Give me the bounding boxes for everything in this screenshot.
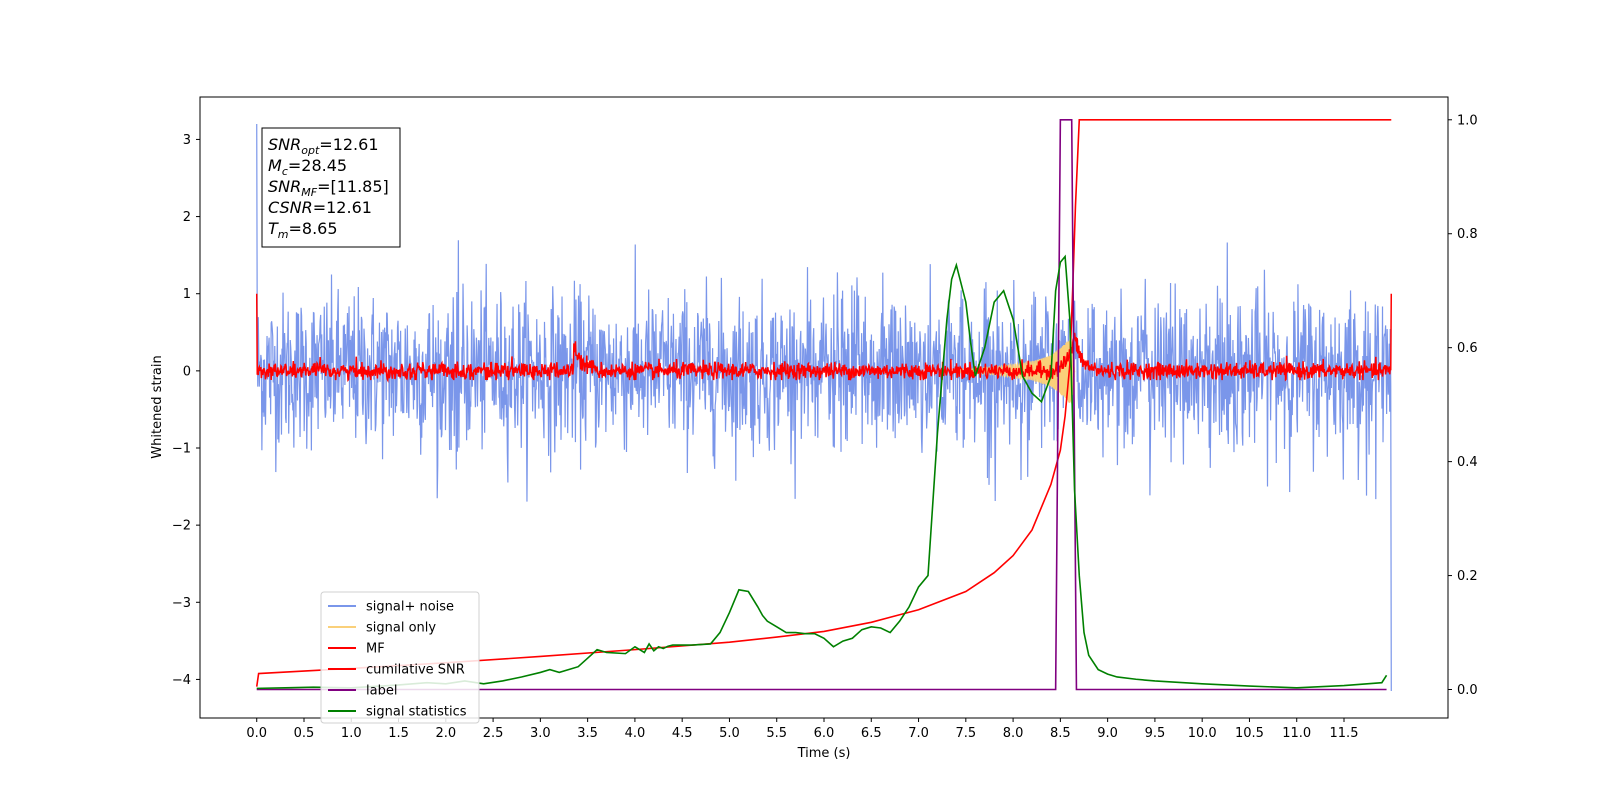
x-tick-label: 0.0: [246, 726, 267, 741]
x-tick-label: 8.0: [1003, 726, 1024, 741]
x-tick-label: 4.5: [672, 726, 693, 741]
series-mf: [255, 293, 1393, 383]
x-tick-label: 0.5: [294, 726, 315, 741]
x-tick-label: 7.0: [908, 726, 929, 741]
x-tick-label: 9.5: [1145, 726, 1166, 741]
x-tick-label: 10.5: [1235, 726, 1264, 741]
x-tick-label: 8.5: [1050, 726, 1071, 741]
y-tick-label: 0: [183, 364, 191, 379]
legend-entry: signal+ noise: [366, 600, 454, 615]
annotation-tm: Tm=8.65: [268, 219, 338, 241]
x-tick-label: 1.0: [341, 726, 362, 741]
x-tick-label: 6.5: [861, 726, 882, 741]
y2-tick-label: 0.4: [1457, 455, 1478, 470]
x-tick-label: 2.0: [435, 726, 456, 741]
y2-tick-label: 0.2: [1457, 569, 1478, 584]
x-tick-label: 2.5: [483, 726, 504, 741]
y-tick-label: 3: [183, 133, 191, 148]
y-tick-label: 1: [183, 287, 191, 302]
series-signal-statistics: [256, 254, 1388, 690]
annotation-csnr: CSNR=12.61: [268, 198, 372, 217]
series-label: [256, 118, 1387, 691]
annotation-frame: [261, 127, 401, 248]
series-signal-noise: [256, 123, 1392, 692]
x-tick-label: 4.0: [625, 726, 646, 741]
y-tick-label: −3: [172, 596, 191, 611]
annotation-box: SNRopt=12.61Mc=28.45SNRMF=[11.85]CSNR=12…: [261, 127, 401, 248]
legend: signal+ noise signal only MF cumilative SNR…: [320, 591, 480, 724]
legend-entry: cumilative SNR: [366, 663, 465, 678]
x-tick-label: 5.5: [766, 726, 787, 741]
legend-entry: signal only: [366, 621, 436, 636]
x-tick-label: 6.0: [814, 726, 835, 741]
axes: 0.0 0.5 1.0 1.5 2.0 2.5 3.0 3.5 4.0 4.5 5.0 5.5 6.0 6…: [172, 113, 1478, 741]
annotation-mc: Mc=28.45: [268, 156, 347, 178]
x-tick-label: 11.5: [1330, 726, 1359, 741]
x-tick-label: 1.5: [388, 726, 409, 741]
x-tick-label: 3.5: [577, 726, 598, 741]
x-tick-label: 10.0: [1188, 726, 1217, 741]
x-axis-label: Time (s): [797, 746, 851, 761]
y-tick-label: −4: [172, 673, 191, 688]
x-tick-label: 11.0: [1282, 726, 1311, 741]
annotation-snr-opt: SNRopt=12.61: [268, 135, 379, 157]
plot-area: [255, 118, 1393, 692]
legend-entry: label: [366, 684, 397, 699]
y-axis-label: Whitened strain: [150, 355, 165, 458]
y2-tick-label: 0.8: [1457, 227, 1478, 242]
x-tick-label: 3.0: [530, 726, 551, 741]
y-tick-label: 2: [183, 210, 191, 225]
x-tick-label: 9.0: [1097, 726, 1118, 741]
x-tick-label: 5.0: [719, 726, 740, 741]
annotation-snr-mf: SNRMF=[11.85]: [268, 177, 389, 199]
y-tick-label: −2: [172, 519, 191, 534]
legend-frame: [320, 591, 480, 724]
legend-entry: MF: [366, 642, 385, 657]
y-tick-label: −1: [172, 442, 191, 457]
x-tick-label: 7.5: [955, 726, 976, 741]
y2-tick-label: 0.0: [1457, 683, 1478, 698]
y2-tick-label: 1.0: [1457, 113, 1478, 128]
legend-entry: signal statistics: [366, 705, 467, 720]
y2-tick-label: 0.6: [1457, 341, 1478, 356]
